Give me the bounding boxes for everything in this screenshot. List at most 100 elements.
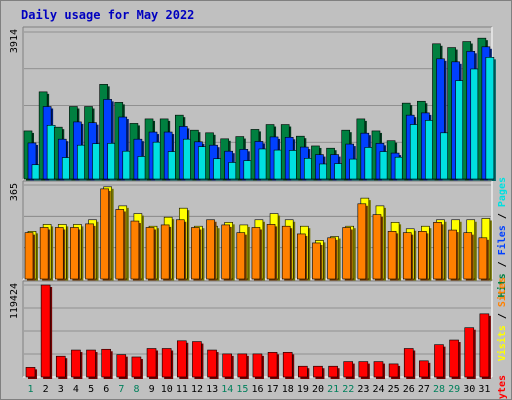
bar-pages-day-19	[304, 158, 313, 180]
day-label-8: 8	[133, 384, 139, 395]
bar-sites-day-1	[24, 232, 34, 280]
bar-kbytes-day-24	[373, 361, 384, 378]
bar-kbytes-day-12	[192, 341, 202, 378]
day-label-13: 13	[206, 384, 218, 395]
day-label-11: 11	[176, 384, 188, 395]
day-label-19: 19	[297, 384, 309, 395]
bar-pages-day-15	[243, 160, 253, 180]
legend-kbytes: KBytes	[497, 375, 508, 399]
bar-pages-day-8	[137, 156, 147, 180]
bar-sites-day-15	[236, 232, 246, 280]
legend-separator: /	[497, 255, 508, 273]
bar-kbytes-day-17	[267, 352, 278, 378]
bar-pages-day-3	[61, 157, 71, 180]
day-label-23: 23	[357, 384, 369, 395]
bar-sites-day-8	[130, 220, 140, 280]
day-label-24: 24	[373, 384, 385, 395]
bar-pages-day-7	[122, 150, 132, 180]
bar-kbytes-day-28	[434, 344, 444, 378]
day-label-15: 15	[236, 384, 248, 395]
bar-pages-day-26	[409, 124, 419, 180]
bar-kbytes-day-30	[464, 327, 475, 378]
bar-pages-day-9	[152, 141, 162, 180]
bar-pages-day-16	[258, 148, 268, 180]
bar-sites-day-7	[115, 209, 125, 280]
panel-kbytes-legend: KBytes	[497, 375, 508, 399]
bar-sites-day-16	[251, 227, 261, 280]
bar-kbytes-day-4	[71, 349, 81, 378]
bar-kbytes-day-14	[222, 353, 232, 378]
bar-sites-day-28	[433, 222, 442, 280]
bar-sites-day-26	[402, 232, 412, 280]
bar-sites-day-14	[221, 224, 230, 280]
legend-hits: Hits	[496, 273, 508, 297]
legend-files: Files	[496, 225, 508, 255]
day-label-26: 26	[403, 384, 415, 395]
bar-pages-day-27	[425, 120, 434, 180]
legend-pages: Pages	[497, 177, 508, 207]
bar-kbytes-day-5	[86, 349, 96, 378]
bar-pages-day-30	[470, 68, 480, 180]
bar-sites-day-27	[418, 231, 427, 280]
bar-sites-day-22	[342, 227, 352, 280]
bar-sites-day-20	[312, 242, 321, 280]
bar-pages-day-21	[334, 163, 343, 180]
bar-pages-day-4	[77, 144, 86, 180]
day-label-12: 12	[191, 384, 203, 395]
day-label-20: 20	[312, 384, 324, 395]
panel-hits_files_pages-legend: Hits / Files / Pages	[496, 177, 508, 297]
day-label-18: 18	[282, 384, 294, 395]
bar-kbytes-day-8	[131, 356, 142, 378]
bar-sites-day-4	[70, 227, 79, 280]
bar-kbytes-day-9	[146, 348, 157, 378]
bar-pages-day-17	[273, 149, 283, 180]
legend-separator: /	[497, 207, 508, 225]
day-label-10: 10	[161, 384, 173, 395]
bar-kbytes-day-15	[237, 353, 248, 378]
bar-pages-day-1	[31, 164, 41, 180]
day-label-6: 6	[103, 384, 109, 395]
bar-sites-day-19	[297, 233, 306, 280]
bar-pages-day-14	[228, 162, 237, 180]
day-label-21: 21	[327, 384, 339, 395]
bar-kbytes-day-3	[55, 355, 66, 378]
bar-sites-day-23	[357, 203, 367, 280]
bar-kbytes-day-19	[298, 365, 308, 378]
day-label-4: 4	[73, 384, 79, 395]
bar-kbytes-day-20	[313, 365, 323, 378]
bar-kbytes-day-29	[449, 339, 459, 378]
bar-sites-day-17	[266, 224, 276, 280]
day-label-22: 22	[342, 384, 354, 395]
bar-sites-day-18	[281, 225, 291, 280]
bar-kbytes-day-22	[343, 361, 354, 378]
bar-kbytes-day-23	[358, 361, 369, 378]
day-label-31: 31	[478, 384, 490, 395]
bar-kbytes-day-10	[161, 348, 172, 378]
day-label-3: 3	[58, 384, 64, 395]
panel-visits_sites-max-label: 365	[9, 183, 20, 201]
bar-sites-day-31	[478, 237, 488, 280]
bar-pages-day-10	[167, 151, 177, 180]
bar-pages-day-22	[349, 158, 359, 180]
legend-sites: Sites	[496, 277, 508, 307]
day-label-5: 5	[88, 384, 94, 395]
bar-sites-day-5	[85, 223, 94, 280]
bar-sites-day-29	[448, 229, 457, 280]
panel-hits_files_pages-max-label: 3914	[9, 29, 20, 53]
bar-pages-day-31	[485, 57, 495, 180]
legend-visits: Visits	[496, 325, 508, 361]
bar-sites-day-24	[372, 214, 382, 280]
bar-kbytes-day-11	[176, 340, 187, 378]
legend-separator: /	[497, 307, 508, 325]
day-label-9: 9	[149, 384, 155, 395]
day-label-7: 7	[118, 384, 124, 395]
bar-sites-day-2	[39, 227, 49, 280]
bar-pages-day-25	[394, 156, 404, 180]
bar-sites-day-9	[145, 227, 155, 280]
bar-sites-day-6	[100, 188, 109, 280]
bar-kbytes-day-2	[40, 284, 51, 378]
day-label-27: 27	[418, 384, 430, 395]
bar-pages-day-2	[46, 124, 56, 180]
